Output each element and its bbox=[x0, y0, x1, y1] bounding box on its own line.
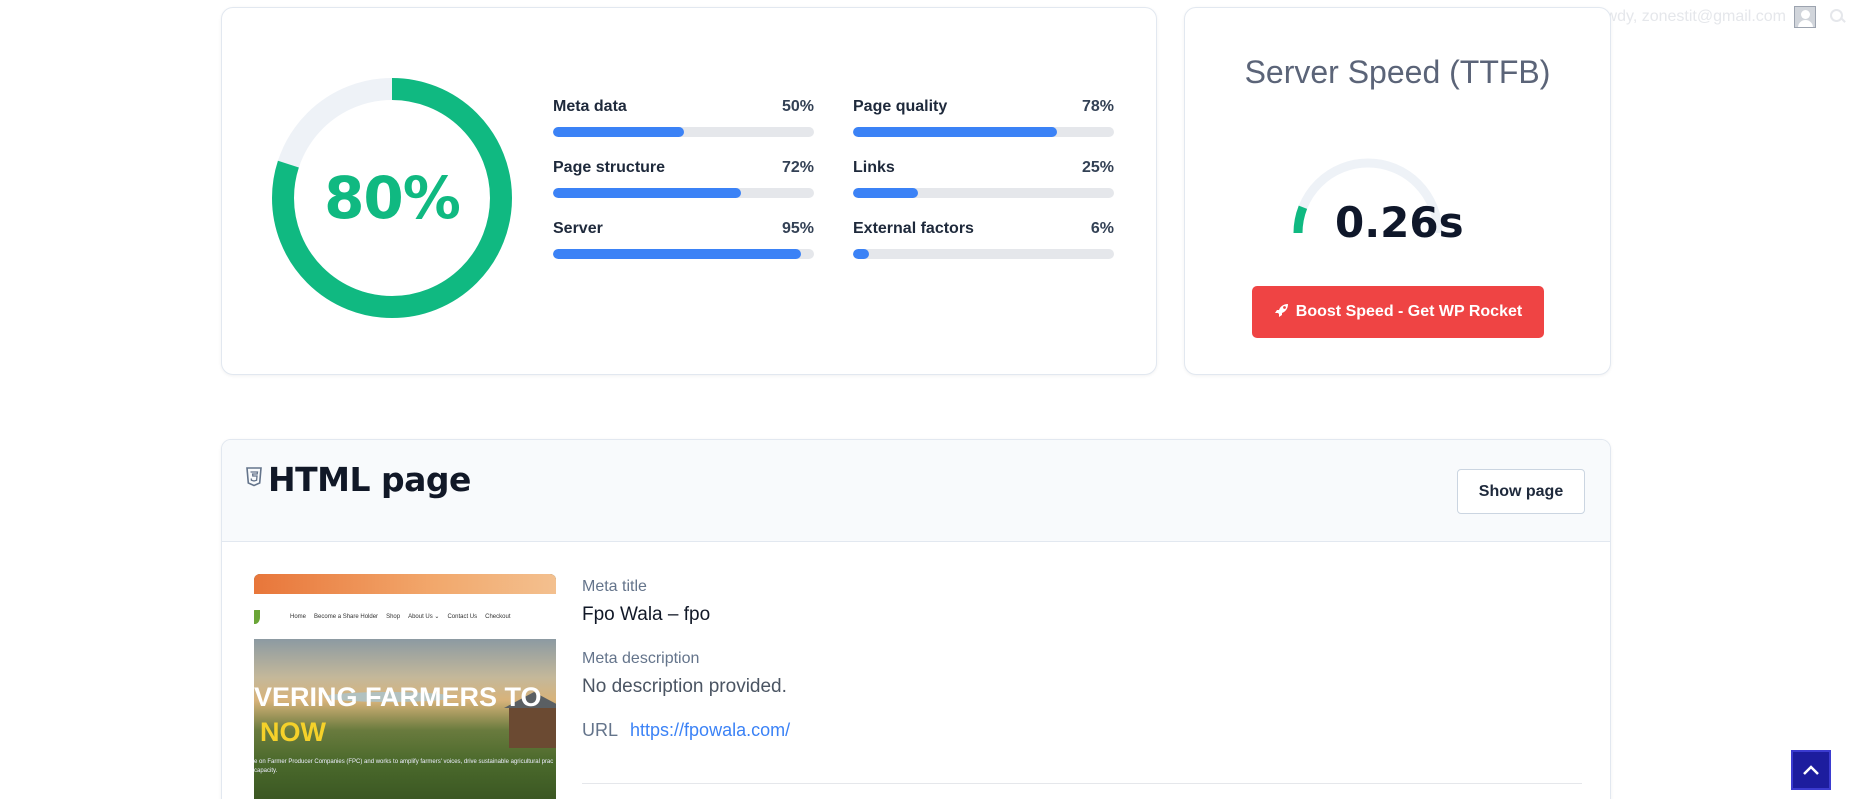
metric-bar-fill bbox=[553, 127, 684, 137]
metric-percent: 78% bbox=[1081, 98, 1114, 115]
metric-label: External factors bbox=[853, 220, 974, 237]
score-ring-progress bbox=[272, 78, 512, 318]
metric-bar-fill bbox=[553, 249, 801, 259]
boost-speed-button[interactable]: Boost Speed - Get WP Rocket bbox=[1252, 286, 1544, 338]
metric-label: Page structure bbox=[553, 159, 666, 176]
metric-bar-fill bbox=[853, 127, 1057, 137]
thumbnail-nav-item: Become a Share Holder bbox=[314, 613, 379, 620]
metric-bar-fill bbox=[853, 188, 919, 198]
metric-label: Meta data bbox=[553, 98, 627, 115]
metric-links: Links 25% bbox=[853, 159, 1114, 198]
thumbnail-headline-2: NOW bbox=[260, 717, 326, 747]
thumbnail-river bbox=[324, 692, 454, 702]
metric-bar bbox=[853, 249, 1114, 259]
metric-percent: 25% bbox=[1081, 159, 1114, 176]
html-page-heading: HTML page bbox=[246, 460, 471, 499]
metric-header: Page quality 78% bbox=[853, 98, 1114, 116]
rocket-icon bbox=[1274, 302, 1290, 323]
metric-header: Meta data 50% bbox=[553, 98, 814, 116]
thumbnail-headline-1: VERING FARMERS TO bbox=[254, 682, 542, 712]
metric-header: Server 95% bbox=[553, 220, 814, 238]
meta-description-label: Meta description bbox=[582, 650, 700, 667]
howdy-greeting[interactable]: Howdy, zonestit@gmail.com bbox=[1585, 8, 1786, 25]
metric-bar-fill bbox=[853, 249, 869, 259]
metric-external-factors: External factors 6% bbox=[853, 220, 1114, 259]
metric-percent: 95% bbox=[781, 220, 814, 237]
overall-score-ring: 80% bbox=[272, 78, 512, 318]
gauge-track bbox=[1293, 158, 1443, 234]
server-speed-title: Server Speed (TTFB) bbox=[1244, 54, 1551, 90]
chevron-up-icon bbox=[1803, 765, 1819, 775]
metric-page-quality: Page quality 78% bbox=[853, 98, 1114, 137]
html5-icon bbox=[246, 467, 262, 492]
search-icon[interactable] bbox=[1830, 9, 1846, 25]
scroll-to-top-button[interactable] bbox=[1791, 750, 1831, 790]
thumbnail-nav: Home Become a Share Holder Shop About Us ⌄ C… bbox=[254, 594, 556, 639]
html-page-title: HTML page bbox=[268, 460, 471, 499]
show-page-button[interactable]: Show page bbox=[1457, 469, 1585, 514]
url-label: URL bbox=[582, 720, 619, 740]
thumbnail-nav-item: About Us ⌄ bbox=[408, 614, 440, 620]
meta-divider bbox=[582, 783, 1582, 784]
speed-gauge bbox=[1293, 158, 1443, 234]
metric-header: Page structure 72% bbox=[553, 159, 814, 177]
page-screenshot-thumbnail[interactable]: Home Become a Share Holder Shop About Us ⌄ C… bbox=[254, 574, 556, 799]
thumbnail-barn bbox=[504, 692, 556, 748]
thumbnail-nav-item: Checkout bbox=[485, 613, 511, 620]
thumbnail-logo-icon bbox=[254, 610, 260, 624]
metric-bar-fill bbox=[553, 188, 741, 198]
metric-bar bbox=[553, 127, 814, 137]
boost-speed-label: Boost Speed - Get WP Rocket bbox=[1295, 303, 1523, 320]
url-row: URL https://fpowala.com/ bbox=[582, 720, 790, 741]
metric-label: Links bbox=[853, 159, 895, 176]
metric-header: Links 25% bbox=[853, 159, 1114, 177]
thumbnail-hero-image bbox=[254, 639, 556, 799]
html-page-card: HTML page Show page Home Become a Share H… bbox=[221, 439, 1611, 799]
meta-title-label: Meta title bbox=[582, 578, 647, 595]
thumbnail-blurb: e on Farmer Producer Companies (FPC) and… bbox=[254, 759, 554, 774]
metric-percent: 72% bbox=[781, 159, 814, 176]
meta-description-value: No description provided. bbox=[582, 676, 787, 697]
metric-label: Page quality bbox=[853, 98, 948, 115]
metric-bar bbox=[853, 188, 1114, 198]
metric-page-structure: Page structure 72% bbox=[553, 159, 814, 198]
metric-label: Server bbox=[553, 220, 603, 237]
metric-bar bbox=[553, 188, 814, 198]
metric-percent: 50% bbox=[781, 98, 814, 115]
admin-bar: Howdy, zonestit@gmail.com bbox=[1585, 6, 1846, 28]
server-speed-card: Server Speed (TTFB) 0.26s Boost Speed - … bbox=[1184, 7, 1611, 375]
page-url-link[interactable]: https://fpowala.com/ bbox=[630, 720, 791, 740]
score-ring-chart bbox=[272, 78, 512, 318]
overall-score-value: 80% bbox=[324, 164, 461, 232]
thumbnail-nav-item: Contact Us bbox=[447, 613, 478, 620]
seo-score-card: 80% Meta data 50% Page quality 78% Page stru… bbox=[221, 7, 1157, 375]
score-metrics: Meta data 50% Page quality 78% Page structur… bbox=[553, 98, 1114, 259]
meta-info: Meta title Fpo Wala – fpo Meta descripti… bbox=[582, 578, 790, 741]
metric-percent: 6% bbox=[1090, 220, 1114, 237]
meta-title-value: Fpo Wala – fpo bbox=[582, 604, 711, 625]
ttfb-value: 0.26s bbox=[1335, 198, 1464, 247]
metric-bar bbox=[853, 127, 1114, 137]
metric-meta-data: Meta data 50% bbox=[553, 98, 814, 137]
thumbnail-topbar bbox=[254, 574, 556, 594]
html-page-header: HTML page Show page bbox=[222, 440, 1610, 542]
metric-bar bbox=[553, 249, 814, 259]
thumbnail-nav-item: Home bbox=[290, 613, 307, 620]
user-avatar-icon[interactable] bbox=[1794, 6, 1816, 28]
metric-header: External factors 6% bbox=[853, 220, 1114, 238]
thumbnail-nav-item: Shop bbox=[386, 613, 401, 620]
metric-server: Server 95% bbox=[553, 220, 814, 259]
